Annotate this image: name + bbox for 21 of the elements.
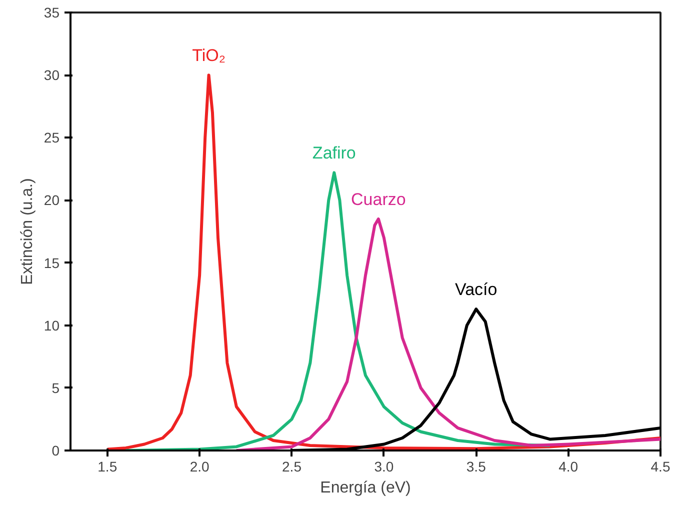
y-tick-label: 0 [52,442,60,458]
series-label: Cuarzo [351,190,406,209]
x-axis-title: Energía (eV) [320,480,411,496]
x-tick-label: 4.0 [558,458,578,474]
y-tick-label: 15 [44,254,60,271]
y-tick-label: 5 [52,380,60,396]
y-axis-title: Extinción (u.a.) [18,178,36,285]
x-tick-label: 2.0 [190,458,210,474]
y-tick-label: 25 [44,130,60,146]
y-tick-label: 35 [44,4,60,20]
x-tick-label: 1.5 [98,458,118,474]
series-label: Zafiro [312,144,356,163]
y-tick-label: 30 [44,67,60,84]
x-tick-label: 2.5 [282,458,302,474]
y-tick-label: 10 [44,317,60,334]
series-label: Vacío [455,280,498,300]
x-tick-label: 3.5 [466,458,486,474]
x-tick-label: 4.5 [650,458,670,474]
x-tick-label: 3.0 [374,458,394,474]
y-tick-label: 20 [44,192,60,208]
series-label: TiO₂ [192,46,226,66]
